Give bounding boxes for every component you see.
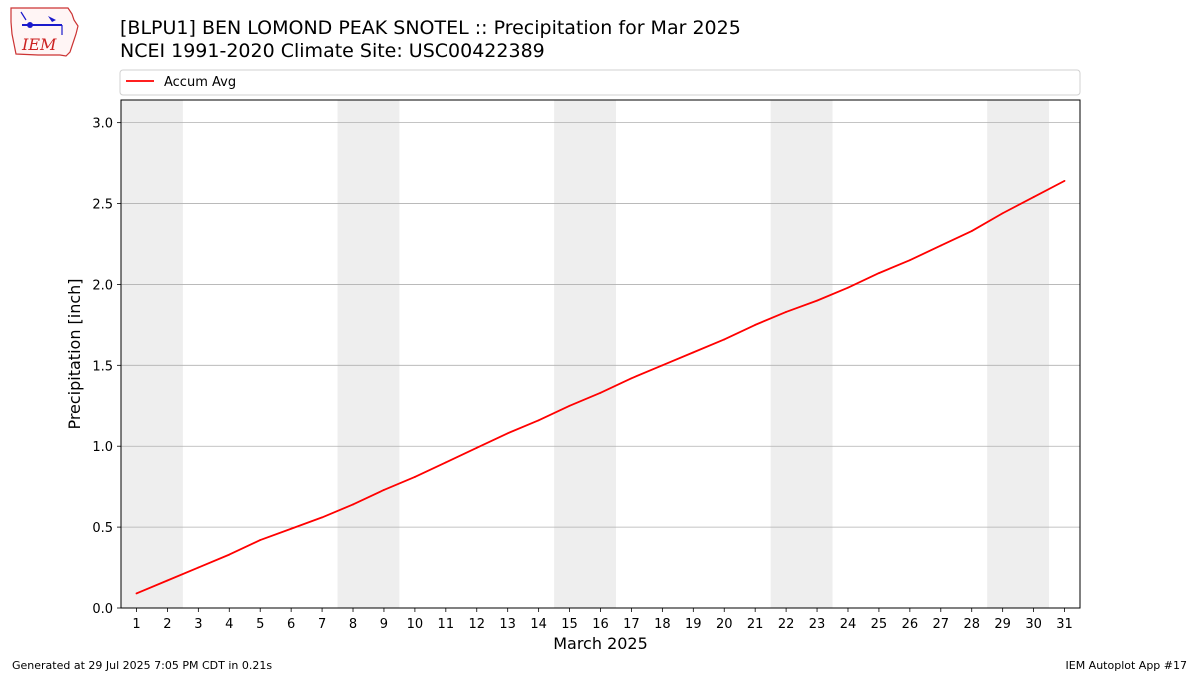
data-point — [352, 503, 354, 506]
x-tick-label: 19 — [685, 617, 702, 632]
chart-title-line2: NCEI 1991-2020 Climate Site: USC00422389 — [120, 40, 545, 62]
data-point — [228, 553, 231, 556]
y-tick-label: 0.5 — [92, 521, 113, 536]
data-point — [290, 527, 293, 530]
data-point — [599, 391, 602, 394]
x-tick-label: 25 — [871, 617, 888, 632]
data-point — [383, 488, 385, 491]
chart-title-line1: [BLPU1] BEN LOMOND PEAK SNOTEL :: Precip… — [120, 17, 741, 39]
x-tick-label: 15 — [561, 617, 578, 632]
legend: Accum Avg — [119, 69, 1081, 96]
x-tick-label: 30 — [1025, 617, 1042, 632]
weekend-shade — [121, 100, 183, 608]
x-tick-label: 8 — [349, 617, 357, 632]
x-tick-label: 18 — [654, 617, 671, 632]
x-tick-label: 1 — [132, 617, 140, 632]
x-tick-label: 22 — [778, 617, 795, 632]
iem-logo-graphic: IEM — [10, 7, 79, 57]
data-point — [444, 461, 447, 464]
iem-logo-text: IEM — [21, 35, 57, 54]
data-point — [723, 338, 726, 341]
x-tick-label: 23 — [809, 617, 826, 632]
x-tick-label: 2 — [163, 617, 171, 632]
data-point — [785, 311, 788, 313]
x-tick-label: 16 — [592, 617, 609, 632]
weekend-shade — [554, 100, 616, 608]
data-point — [908, 259, 911, 262]
x-tick-label: 27 — [933, 617, 950, 632]
data-point — [661, 364, 664, 367]
data-point — [1001, 212, 1004, 215]
y-tick-label: 2.0 — [92, 278, 113, 293]
iem-logo: IEM — [8, 6, 80, 60]
data-point — [847, 286, 849, 289]
x-axis-label: March 2025 — [553, 634, 648, 653]
x-tick-label: 10 — [407, 617, 424, 632]
plot-frame — [120, 99, 1081, 609]
data-point — [475, 446, 478, 449]
x-tick-label: 17 — [623, 617, 640, 632]
data-point — [939, 244, 942, 247]
y-tick-label: 0.0 — [92, 602, 113, 617]
x-tick-label: 20 — [716, 617, 733, 632]
data-point — [413, 476, 416, 478]
generated-timestamp: Generated at 29 Jul 2025 7:05 PM CDT in … — [12, 659, 273, 672]
data-point — [630, 377, 633, 380]
data-point — [321, 516, 323, 519]
y-tick-label: 3.0 — [92, 117, 113, 132]
data-point — [197, 566, 200, 569]
x-tick-label: 11 — [438, 617, 455, 632]
x-tick-label: 13 — [499, 617, 516, 632]
data-point — [1063, 179, 1066, 182]
y-tick-label: 1.5 — [92, 359, 113, 374]
autoplot-app-label: IEM Autoplot App #17 — [1065, 659, 1188, 672]
y-tick-label: 1.0 — [92, 440, 113, 455]
data-point — [1032, 196, 1035, 198]
data-point — [506, 432, 509, 435]
data-point — [135, 592, 138, 595]
legend-label: Accum Avg — [164, 75, 236, 90]
x-tick-label: 5 — [256, 617, 264, 632]
x-tick-label: 9 — [380, 617, 388, 632]
y-tick-label: 2.5 — [92, 198, 113, 213]
weekend-shade — [770, 100, 833, 608]
data-point — [568, 404, 571, 407]
y-axis-label: Precipitation [inch] — [65, 278, 84, 429]
x-tick-label: 3 — [194, 617, 202, 632]
x-tick-label: 21 — [747, 617, 764, 632]
x-tick-label: 24 — [840, 617, 857, 632]
weekend-shade — [337, 100, 400, 608]
data-point — [537, 419, 540, 422]
x-tick-label: 28 — [963, 617, 980, 632]
data-point — [878, 272, 880, 275]
x-tick-label: 26 — [902, 617, 919, 632]
x-tick-label: 7 — [318, 617, 326, 632]
weekend-shade — [987, 100, 1050, 608]
x-tick-label: 29 — [994, 617, 1011, 632]
x-tick-label: 31 — [1056, 617, 1073, 632]
data-point — [816, 299, 818, 302]
data-point — [754, 323, 757, 326]
data-point — [259, 539, 262, 541]
x-tick-label: 14 — [530, 617, 547, 632]
legend-box — [119, 69, 1081, 96]
data-point — [692, 351, 695, 354]
x-tick-label: 6 — [287, 617, 295, 632]
x-tick-label: 12 — [468, 617, 485, 632]
x-tick-label: 4 — [225, 617, 233, 632]
data-point — [970, 230, 973, 232]
data-point — [166, 579, 169, 582]
